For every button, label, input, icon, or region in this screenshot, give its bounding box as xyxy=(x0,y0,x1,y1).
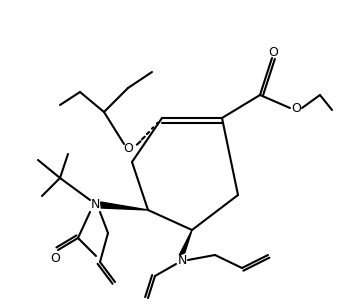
Text: O: O xyxy=(50,252,60,265)
Text: O: O xyxy=(291,102,301,115)
Text: N: N xyxy=(177,253,187,266)
Text: N: N xyxy=(90,198,100,212)
Polygon shape xyxy=(101,202,148,210)
Text: O: O xyxy=(268,46,278,59)
Text: O: O xyxy=(123,141,133,155)
Polygon shape xyxy=(179,230,192,255)
